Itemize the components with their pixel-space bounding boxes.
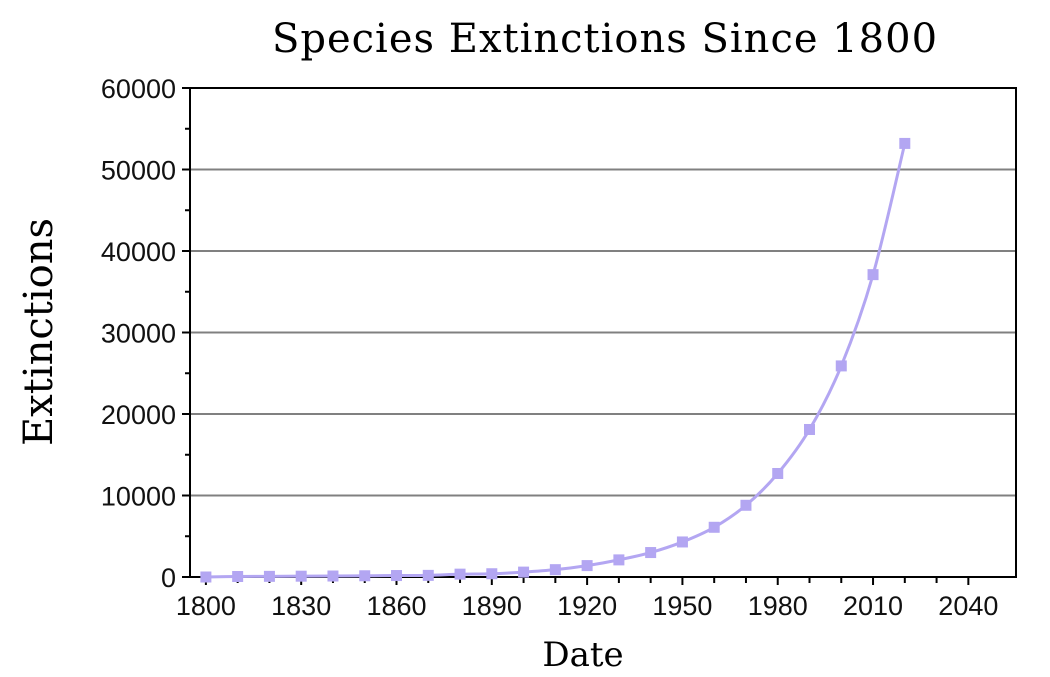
data-point [708,521,720,533]
data-point [804,423,815,435]
y-tick-label: 60000 [101,74,176,104]
data-point [581,560,593,572]
data-point [327,570,339,582]
chart-title: Species Extinctions Since 1800 [272,16,938,62]
x-tick-label: 2010 [843,591,903,621]
data-point [454,568,466,580]
series-line [205,143,907,579]
grid-lines [190,168,1016,497]
x-tick-label: 1860 [366,591,426,621]
data-point [518,566,530,578]
series-group [200,137,911,583]
x-tick-label: 1890 [462,591,522,621]
data-point [232,571,244,583]
data-point [645,547,657,559]
data-point [549,564,561,576]
data-point [263,570,275,582]
x-tick-label: 1950 [652,591,712,621]
y-tick-label: 30000 [101,319,176,349]
data-point [200,571,212,583]
data-point [867,269,879,281]
y-axis-label: Extinctions [16,218,62,446]
data-point [391,570,402,582]
y-tick-label: 20000 [101,400,176,430]
y-tick-label: 0 [161,563,176,593]
x-axis: 1800 1830 1860 1890 1920 1950 1980 2010 2040 [176,577,998,621]
x-tick-label: 2040 [938,591,998,621]
data-point [835,360,847,372]
data-point [676,536,688,548]
y-tick-label: 40000 [101,237,176,267]
x-tick-label: 1830 [271,591,331,621]
data-point [422,569,434,581]
data-point [295,570,307,582]
data-point [740,499,752,511]
y-tick-label: 50000 [101,156,176,186]
x-tick-label: 1980 [748,591,808,621]
x-tick-label: 1800 [176,591,236,621]
y-tick-label: 10000 [101,482,176,512]
x-tick-label: 1920 [557,591,617,621]
data-point [772,467,784,479]
x-axis-label: Date [542,635,623,675]
data-point [613,554,625,566]
data-point [359,570,371,582]
data-point [486,568,498,580]
y-axis: 0 10000 20000 30000 40000 50000 60000 [101,74,190,593]
data-point [899,137,911,149]
